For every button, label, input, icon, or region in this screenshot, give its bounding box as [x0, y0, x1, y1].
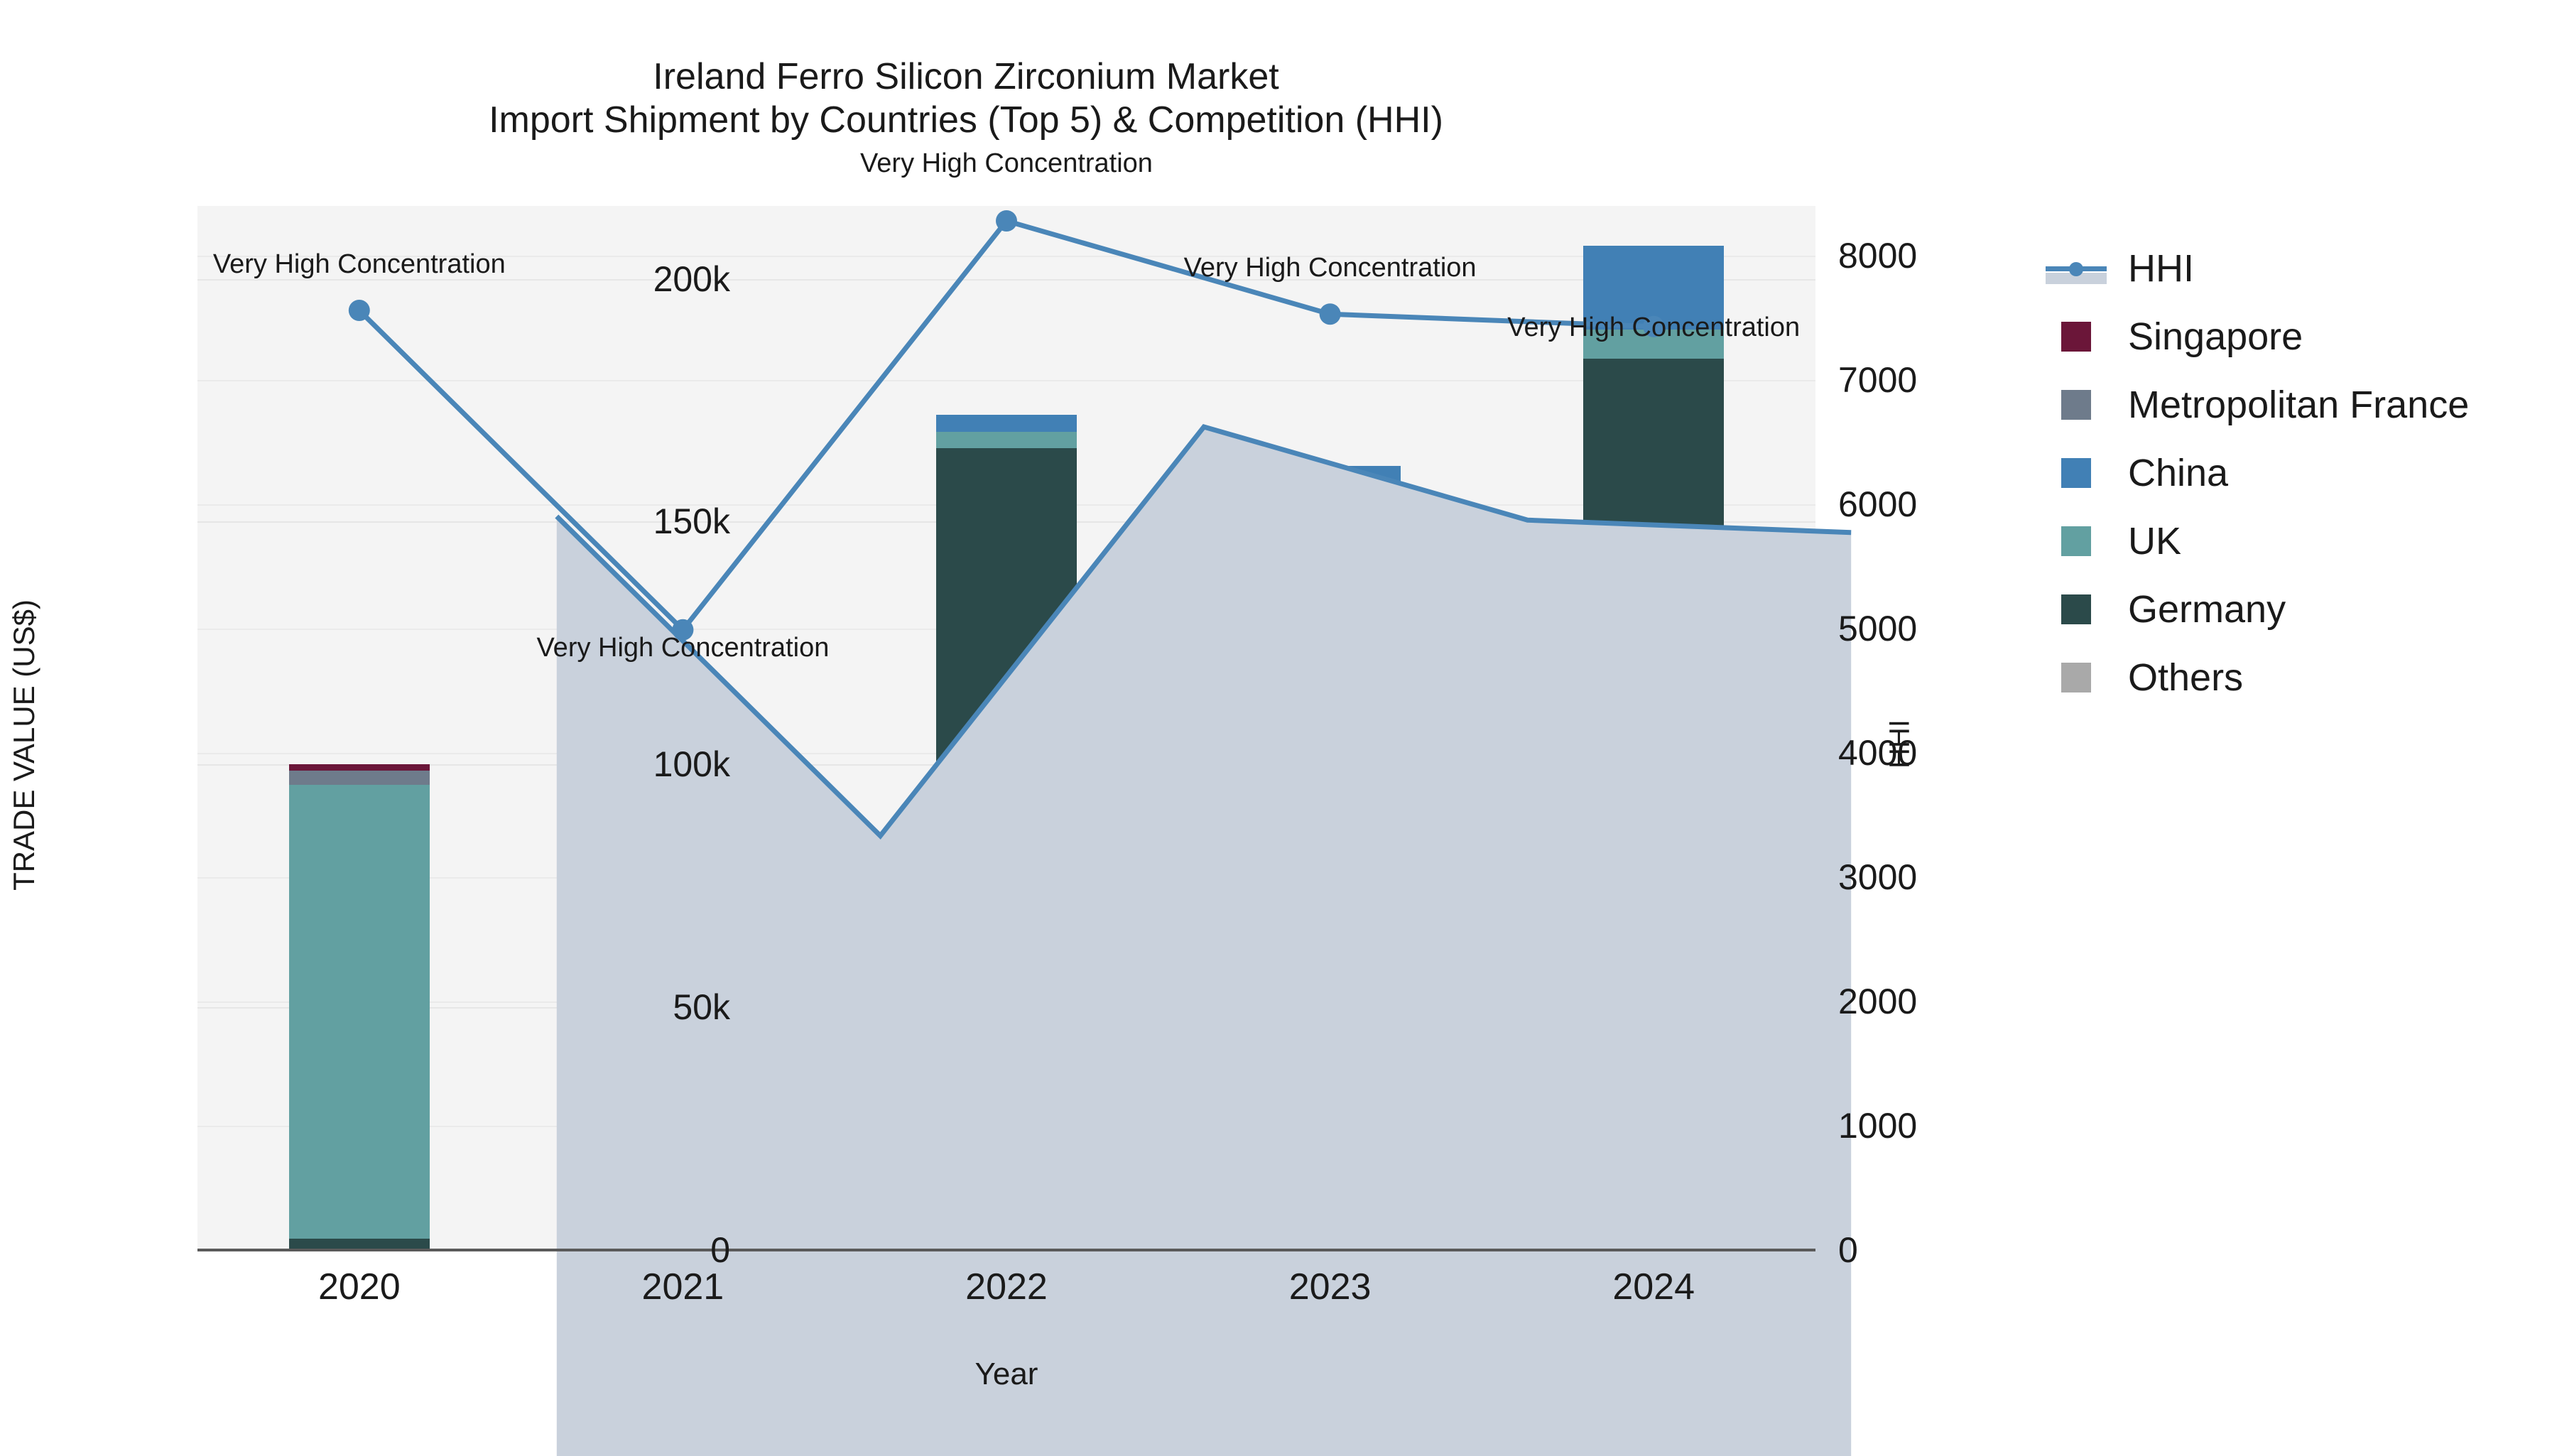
chart-legend: HHI Singapore Metropolitan France China UK Ge… — [2046, 234, 2543, 712]
hhi-marker-2021[interactable] — [672, 619, 694, 641]
bar-segment-metropolitan-france[interactable] — [288, 771, 430, 785]
y-tick-label: 150k — [653, 501, 730, 542]
x-tick-label-2020: 2020 — [317, 1266, 401, 1308]
hhi-marker-2020[interactable] — [348, 300, 370, 321]
x-tick-label-2022: 2022 — [965, 1266, 1048, 1308]
y-tick-label-right: 2000 — [1838, 982, 1918, 1021]
legend-swatch-icon — [2061, 594, 2091, 624]
legend-swatch-icon — [2061, 458, 2091, 488]
bar-group-2020[interactable] — [288, 206, 430, 1250]
y-tick-label-right: 6000 — [1838, 484, 1918, 524]
gridline-secondary — [197, 256, 1815, 257]
legend-swatch-icon — [2061, 322, 2091, 352]
hhi-marker-2024[interactable] — [1643, 315, 1665, 337]
y-tick-label-right: 8000 — [1838, 236, 1918, 276]
legend-label: China — [2128, 452, 2229, 494]
x-tick-label-2023: 2023 — [1288, 1266, 1372, 1308]
legend-item-metropolitan-france[interactable]: Metropolitan France — [2046, 371, 2543, 439]
y-tick-label-right: 5000 — [1838, 609, 1918, 648]
gridline — [197, 278, 1815, 281]
hhi-marker-layer — [348, 210, 1665, 641]
bar-segment-china[interactable] — [1583, 246, 1725, 330]
legend-item-china[interactable]: China — [2046, 439, 2543, 507]
gridline-secondary — [197, 380, 1815, 381]
plot-area — [197, 206, 1852, 1456]
y-tick-label: 200k — [653, 259, 730, 299]
y-tick-label: 50k — [673, 987, 730, 1028]
legend-item-uk[interactable]: UK — [2046, 507, 2543, 575]
bar-segment-singapore[interactable] — [288, 764, 430, 771]
x-axis-line — [197, 1249, 1815, 1251]
y-tick-label-right: 0 — [1838, 1230, 1858, 1270]
legend-line-marker-icon — [2046, 251, 2107, 286]
y-tick-label-right: 3000 — [1838, 857, 1918, 897]
legend-item-germany[interactable]: Germany — [2046, 575, 2543, 643]
annotation-2024: Very High Concentration — [1507, 312, 1801, 342]
bar-segment-uk[interactable] — [288, 785, 430, 1239]
bar-segment-uk[interactable] — [936, 431, 1077, 448]
annotation-2022: Very High Concentration — [860, 148, 1153, 178]
legend-label: Germany — [2128, 588, 2286, 631]
legend-swatch-icon — [2061, 526, 2091, 556]
y-axis-title: TRADE VALUE (US$) — [7, 599, 40, 891]
x-axis-title: Year — [975, 1357, 1038, 1391]
hhi-marker-2022[interactable] — [996, 210, 1017, 232]
hhi-area-fill — [556, 427, 1852, 1456]
legend-label: Singapore — [2128, 315, 2303, 358]
y-tick-label-right: 7000 — [1838, 360, 1918, 400]
legend-item-others[interactable]: Others — [2046, 643, 2543, 712]
legend-area-band — [2046, 273, 2107, 284]
x-tick-label-2021: 2021 — [641, 1266, 724, 1308]
bar-segment-china[interactable] — [936, 415, 1077, 432]
y-axis-right-title: HHI — [1884, 719, 1916, 768]
chart-title-line-1: Ireland Ferro Silicon Zirconium Market — [653, 56, 1279, 97]
legend-label: Metropolitan France — [2128, 384, 2470, 426]
legend-label: Others — [2128, 656, 2244, 699]
y-tick-label: 0 — [710, 1230, 730, 1270]
legend-line-dot — [2069, 262, 2083, 276]
chart-title-line-2: Import Shipment by Countries (Top 5) & C… — [489, 99, 1443, 141]
legend-swatch-icon — [2061, 390, 2091, 420]
legend-label: UK — [2128, 520, 2182, 563]
x-tick-label-2024: 2024 — [1612, 1266, 1695, 1308]
y-tick-label-right: 1000 — [1838, 1106, 1918, 1146]
legend-item-hhi[interactable]: HHI — [2046, 234, 2543, 303]
y-tick-label: 100k — [653, 744, 730, 785]
annotation-2020: Very High Concentration — [212, 249, 506, 279]
hhi-line — [555, 423, 1852, 840]
chart-title: Ireland Ferro Silicon Zirconium Market I… — [0, 55, 1932, 143]
legend-item-singapore[interactable]: Singapore — [2046, 303, 2543, 371]
legend-swatch-icon — [2061, 663, 2091, 692]
hhi-line-layer — [555, 423, 1852, 1456]
annotation-2021: Very High Concentration — [536, 632, 830, 663]
legend-label: HHI — [2128, 247, 2194, 290]
bar-segment-germany[interactable] — [288, 1238, 430, 1250]
hhi-marker-2023[interactable] — [1319, 303, 1341, 325]
y-tick-label-right: 4000 — [1838, 733, 1918, 773]
annotation-2023: Very High Concentration — [1183, 253, 1477, 283]
